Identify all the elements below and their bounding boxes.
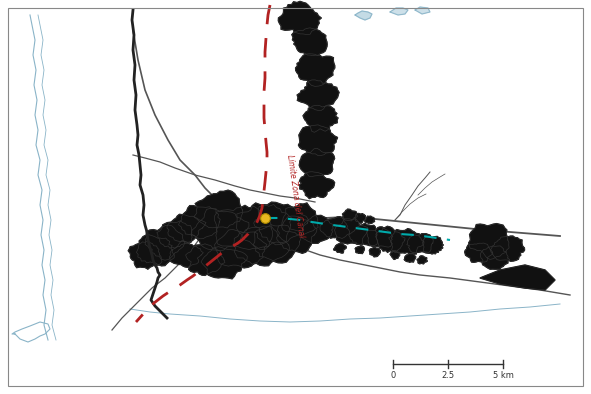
Polygon shape [253, 225, 301, 263]
Polygon shape [320, 217, 350, 238]
Polygon shape [186, 244, 225, 275]
Polygon shape [299, 148, 335, 177]
Polygon shape [278, 1, 322, 35]
Polygon shape [423, 236, 443, 254]
Polygon shape [233, 226, 290, 266]
Polygon shape [343, 209, 358, 221]
Polygon shape [417, 256, 427, 264]
Polygon shape [390, 8, 408, 15]
Polygon shape [277, 216, 317, 253]
Polygon shape [128, 241, 162, 269]
Polygon shape [389, 229, 424, 254]
Polygon shape [282, 203, 318, 235]
Polygon shape [215, 229, 267, 268]
Polygon shape [465, 243, 493, 262]
Polygon shape [236, 203, 292, 249]
Polygon shape [145, 225, 185, 260]
Text: 5 km: 5 km [492, 371, 514, 380]
Polygon shape [167, 214, 206, 242]
Polygon shape [365, 216, 375, 223]
Polygon shape [404, 253, 415, 262]
Polygon shape [355, 214, 366, 223]
Polygon shape [157, 221, 192, 248]
Polygon shape [301, 216, 333, 243]
Polygon shape [298, 125, 337, 156]
Polygon shape [178, 206, 220, 239]
Polygon shape [333, 244, 346, 253]
Text: 0: 0 [391, 371, 395, 380]
Polygon shape [170, 240, 203, 267]
Polygon shape [349, 223, 378, 246]
Polygon shape [296, 54, 335, 86]
Polygon shape [355, 11, 372, 20]
Polygon shape [303, 105, 338, 132]
Polygon shape [376, 226, 405, 252]
Polygon shape [215, 205, 272, 249]
Polygon shape [369, 247, 381, 257]
Polygon shape [300, 172, 335, 199]
Polygon shape [335, 219, 368, 245]
Polygon shape [469, 224, 509, 259]
Polygon shape [355, 246, 365, 253]
Polygon shape [191, 208, 249, 251]
Polygon shape [137, 235, 174, 266]
Polygon shape [254, 202, 309, 245]
Polygon shape [491, 236, 525, 261]
Text: Límite Zona del Canal: Límite Zona del Canal [285, 154, 306, 238]
Polygon shape [201, 247, 248, 279]
Polygon shape [480, 265, 555, 290]
Text: 2.5: 2.5 [441, 371, 454, 380]
Polygon shape [367, 227, 393, 247]
Polygon shape [390, 251, 400, 259]
Polygon shape [480, 246, 510, 269]
Polygon shape [292, 28, 327, 56]
Polygon shape [297, 80, 339, 110]
Polygon shape [415, 7, 430, 14]
Polygon shape [407, 234, 433, 253]
Polygon shape [194, 190, 243, 228]
